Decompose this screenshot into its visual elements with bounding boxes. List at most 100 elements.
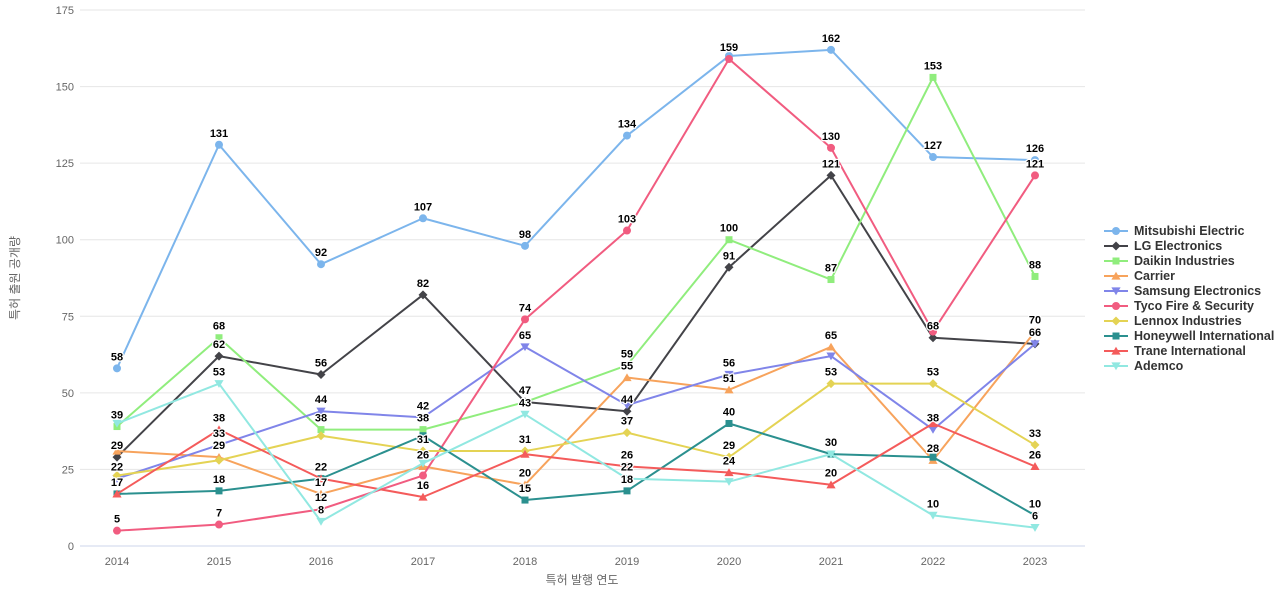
point-honeywell-international-2020[interactable]	[725, 419, 733, 427]
point-lennox-industries-2023[interactable]	[1030, 440, 1040, 450]
point-daikin-industries-2020[interactable]	[725, 236, 733, 244]
point-lg-electronics-2022[interactable]	[928, 333, 938, 343]
point-lennox-industries-2015[interactable]	[214, 455, 224, 465]
point-lg-electronics-2017[interactable]	[418, 290, 428, 300]
point-trane-international-2021[interactable]	[826, 480, 836, 489]
point-mitsubishi-electric-2017[interactable]	[419, 214, 427, 223]
point-lennox-industries-2016[interactable]	[316, 431, 326, 441]
point-samsung-electronics-2017[interactable]	[418, 413, 428, 422]
point-ademco-2021[interactable]	[826, 450, 836, 459]
point-carrier-2023[interactable]	[1030, 327, 1040, 336]
point-ademco-2015[interactable]	[214, 380, 224, 388]
point-ademco-2017[interactable]	[418, 459, 428, 468]
legend-item-lg-electronics[interactable]: LG Electronics	[1103, 238, 1274, 253]
point-trane-international-2016[interactable]	[316, 474, 326, 483]
point-tyco-fire-security-2015[interactable]	[215, 520, 223, 529]
point-lg-electronics-2021[interactable]	[826, 170, 836, 180]
legend-item-tyco-fire-security[interactable]: Tyco Fire & Security	[1103, 298, 1274, 313]
point-ademco-2016[interactable]	[316, 517, 326, 526]
point-lennox-industries-2021[interactable]	[826, 379, 836, 389]
data-label-samsung-electronics-2015: 33	[213, 428, 225, 440]
point-daikin-industries-2021[interactable]	[827, 276, 835, 284]
point-ademco-2019[interactable]	[622, 475, 632, 483]
point-carrier-2020[interactable]	[724, 385, 734, 394]
point-trane-international-2020[interactable]	[724, 468, 734, 477]
point-lg-electronics-2014[interactable]	[112, 452, 122, 462]
point-trane-international-2019[interactable]	[622, 462, 632, 470]
legend-item-samsung-electronics[interactable]: Samsung Electronics	[1103, 283, 1274, 298]
point-lennox-industries-2014[interactable]	[112, 471, 122, 481]
point-samsung-electronics-2016[interactable]	[316, 407, 326, 416]
point-lennox-industries-2022[interactable]	[928, 379, 938, 389]
point-daikin-industries-2015[interactable]	[215, 334, 223, 342]
point-daikin-industries-2016[interactable]	[317, 426, 325, 434]
legend-item-honeywell-international[interactable]: Honeywell International	[1103, 328, 1274, 343]
point-lg-electronics-2020[interactable]	[724, 262, 734, 272]
point-honeywell-international-2022[interactable]	[929, 453, 937, 461]
point-carrier-2021[interactable]	[826, 342, 836, 351]
point-samsung-electronics-2022[interactable]	[928, 426, 938, 434]
legend-item-ademco[interactable]: Ademco	[1103, 358, 1274, 373]
point-honeywell-international-2017[interactable]	[419, 432, 427, 440]
point-carrier-2018[interactable]	[520, 480, 530, 489]
point-tyco-fire-security-2023[interactable]	[1031, 171, 1039, 180]
point-tyco-fire-security-2022[interactable]	[929, 327, 937, 336]
point-mitsubishi-electric-2021[interactable]	[827, 45, 835, 54]
point-lennox-industries-2017[interactable]	[418, 446, 428, 456]
point-samsung-electronics-2021[interactable]	[826, 352, 836, 361]
legend-label-mitsubishi-electric: Mitsubishi Electric	[1134, 223, 1245, 238]
point-ademco-2018[interactable]	[520, 410, 530, 419]
point-ademco-2020[interactable]	[724, 478, 734, 486]
point-samsung-electronics-2023[interactable]	[1030, 340, 1040, 349]
point-honeywell-international-2019[interactable]	[623, 487, 631, 495]
point-daikin-industries-2018[interactable]	[521, 398, 529, 406]
point-lg-electronics-2015[interactable]	[214, 351, 224, 361]
point-carrier-2019[interactable]	[622, 373, 632, 382]
point-lg-electronics-2016[interactable]	[316, 369, 326, 379]
point-trane-international-2018[interactable]	[520, 449, 530, 458]
point-daikin-industries-2017[interactable]	[419, 426, 427, 434]
point-lennox-industries-2019[interactable]	[622, 428, 632, 438]
legend-item-carrier[interactable]: Carrier	[1103, 268, 1274, 283]
point-trane-international-2017[interactable]	[418, 492, 428, 501]
point-honeywell-international-2023[interactable]	[1031, 511, 1039, 519]
legend-item-daikin-industries[interactable]: Daikin Industries	[1103, 253, 1274, 268]
point-samsung-electronics-2015[interactable]	[214, 441, 224, 450]
point-ademco-2014[interactable]	[112, 419, 122, 428]
point-mitsubishi-electric-2019[interactable]	[623, 131, 631, 140]
point-tyco-fire-security-2014[interactable]	[113, 526, 121, 535]
point-lennox-industries-2020[interactable]	[724, 452, 734, 462]
point-tyco-fire-security-2021[interactable]	[827, 143, 835, 152]
point-honeywell-international-2018[interactable]	[521, 496, 529, 504]
point-daikin-industries-2022[interactable]	[929, 73, 937, 81]
point-daikin-industries-2019[interactable]	[623, 361, 631, 369]
point-daikin-industries-2023[interactable]	[1031, 272, 1039, 280]
point-mitsubishi-electric-2022[interactable]	[929, 153, 937, 162]
legend-item-trane-international[interactable]: Trane International	[1103, 343, 1274, 358]
point-trane-international-2014[interactable]	[112, 489, 122, 498]
point-samsung-electronics-2018[interactable]	[520, 343, 530, 352]
point-trane-international-2023[interactable]	[1030, 462, 1040, 470]
point-mitsubishi-electric-2023[interactable]	[1031, 156, 1039, 165]
point-samsung-electronics-2020[interactable]	[724, 370, 734, 379]
point-ademco-2022[interactable]	[928, 511, 938, 520]
point-lg-electronics-2019[interactable]	[622, 406, 632, 416]
point-tyco-fire-security-2020[interactable]	[725, 55, 733, 64]
point-tyco-fire-security-2017[interactable]	[419, 471, 427, 480]
point-mitsubishi-electric-2018[interactable]	[521, 241, 529, 250]
legend-item-mitsubishi-electric[interactable]: Mitsubishi Electric	[1103, 223, 1274, 238]
point-honeywell-international-2015[interactable]	[215, 487, 223, 495]
point-samsung-electronics-2019[interactable]	[622, 401, 632, 410]
point-tyco-fire-security-2019[interactable]	[623, 226, 631, 235]
point-mitsubishi-electric-2016[interactable]	[317, 260, 325, 269]
point-carrier-2016[interactable]	[316, 489, 326, 498]
point-tyco-fire-security-2018[interactable]	[521, 315, 529, 324]
legend-item-lennox-industries[interactable]: Lennox Industries	[1103, 313, 1274, 328]
point-mitsubishi-electric-2014[interactable]	[113, 364, 121, 373]
point-carrier-2014[interactable]	[112, 446, 122, 455]
point-trane-international-2015[interactable]	[214, 425, 224, 434]
point-tyco-fire-security-2016[interactable]	[317, 505, 325, 514]
point-mitsubishi-electric-2015[interactable]	[215, 140, 223, 149]
point-ademco-2023[interactable]	[1030, 524, 1040, 532]
point-trane-international-2022[interactable]	[928, 419, 938, 428]
